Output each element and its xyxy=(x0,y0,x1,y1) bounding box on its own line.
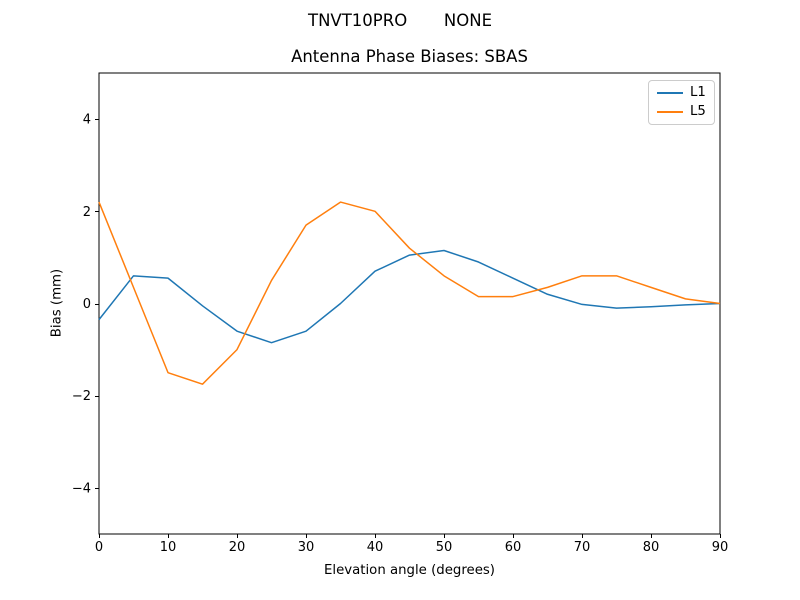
y-tick-label: −4 xyxy=(72,481,91,496)
y-axis-label: Bias (mm) xyxy=(49,268,65,338)
legend-label: L5 xyxy=(690,104,706,120)
chart-title: Antenna Phase Biases: SBAS xyxy=(291,47,528,66)
legend-line-swatch xyxy=(657,91,683,94)
x-tick-label: 10 xyxy=(160,540,177,555)
x-axis-label: Elevation angle (degrees) xyxy=(323,563,495,578)
series-line-L5 xyxy=(98,201,721,385)
figure-suptitle: TNVT10PRO NONE xyxy=(308,11,492,30)
series-line-L1 xyxy=(98,249,721,344)
y-tick-label: 2 xyxy=(83,205,91,220)
x-tick-label: 70 xyxy=(574,540,591,555)
x-tick-label: 60 xyxy=(505,540,522,555)
x-tick-label: 40 xyxy=(367,540,384,555)
legend-label: L1 xyxy=(690,85,706,100)
plot-spines xyxy=(98,72,721,535)
legend: L1 L5 xyxy=(648,80,715,125)
x-tick-label: 30 xyxy=(298,540,315,555)
x-tick-label: 20 xyxy=(229,540,246,555)
legend-item: L5 xyxy=(657,104,706,120)
legend-line-swatch xyxy=(657,110,683,113)
x-tick-label: 0 xyxy=(95,540,103,555)
legend-item: L1 xyxy=(657,86,706,99)
y-tick-label: −2 xyxy=(72,389,91,404)
x-tick-label: 90 xyxy=(712,540,729,555)
y-tick-label: 0 xyxy=(83,297,91,312)
y-tick-label: 4 xyxy=(83,113,91,128)
x-tick-label: 80 xyxy=(643,540,660,555)
x-tick-label: 50 xyxy=(436,540,453,555)
